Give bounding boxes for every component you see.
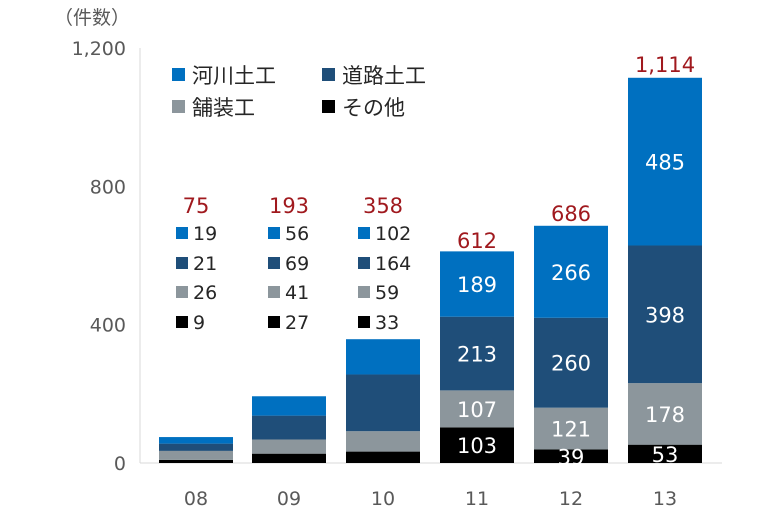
legend-swatch [172, 100, 185, 113]
total-labels: 75 193 358 612 686 1,114 [183, 53, 695, 253]
data-label: 103 [457, 434, 497, 458]
bar-segment-other [440, 427, 514, 463]
mini-key-swatch [268, 227, 280, 239]
x-tick-labels: 08 09 10 11 12 13 [184, 488, 677, 510]
mini-keys: 19 21 26 9 56 69 41 27 102 164 59 33 [176, 223, 411, 334]
mini-key-swatch [358, 227, 370, 239]
data-label: 266 [551, 261, 591, 285]
bar-segment-pavement [159, 450, 233, 460]
mini-key-swatch [268, 316, 280, 328]
data-label: 485 [645, 151, 685, 175]
mini-key-value: 27 [285, 312, 309, 334]
mini-key-swatch [176, 227, 188, 239]
mini-key-swatch [176, 316, 188, 328]
bar-segment-other [159, 459, 233, 463]
x-tick-label: 10 [371, 488, 395, 510]
mini-key-value: 33 [375, 312, 399, 334]
y-tick-label: 800 [90, 176, 126, 198]
mini-key-swatch [268, 286, 280, 298]
x-tick-label: 08 [184, 488, 208, 510]
data-label: 39 [558, 445, 585, 469]
mini-key-value: 56 [285, 223, 309, 245]
mini-key-value: 69 [285, 253, 309, 275]
legend-swatch [172, 68, 185, 81]
mini-key-value: 9 [193, 312, 205, 334]
bar-segment-road-earthwork [159, 443, 233, 451]
bar-segment-river-earthwork [534, 225, 608, 318]
mini-key-value: 164 [375, 253, 411, 275]
mini-key-value: 59 [375, 282, 399, 304]
legend-swatch [322, 100, 335, 113]
legend-swatch [322, 68, 335, 81]
y-tick-label: 1,200 [72, 38, 126, 60]
mini-key-value: 21 [193, 253, 217, 275]
x-tick-label: 12 [559, 488, 583, 510]
bar-segment-other [252, 453, 326, 463]
legend-label: 河川土工 [192, 64, 276, 88]
bar-segment-pavement [628, 383, 702, 445]
bar-segment-pavement [252, 439, 326, 454]
bar-segment-road-earthwork [628, 245, 702, 384]
bar-segment-other [534, 449, 608, 463]
x-tick-label: 13 [653, 488, 677, 510]
data-label: 107 [457, 398, 497, 422]
mini-key-swatch [358, 316, 370, 328]
data-label: 189 [457, 273, 497, 297]
y-tick-labels: 0 400 800 1,200 [72, 38, 126, 475]
x-tick-label: 09 [277, 488, 301, 510]
legend-label: その他 [342, 96, 405, 120]
bar-segment-road-earthwork [534, 317, 608, 408]
bar-segment-road-earthwork [346, 374, 420, 432]
mini-key-swatch [358, 257, 370, 269]
total-label: 1,114 [635, 53, 695, 77]
mini-key-value: 41 [285, 282, 309, 304]
mini-key-swatch [176, 257, 188, 269]
total-label: 358 [363, 194, 403, 218]
mini-key-swatch [358, 286, 370, 298]
bar-segment-river-earthwork [628, 77, 702, 246]
data-label: 398 [645, 303, 685, 327]
bars [159, 77, 702, 463]
legend-label: 舗装工 [192, 96, 255, 120]
bar-segment-other [346, 451, 420, 463]
data-label: 53 [652, 443, 679, 467]
total-label: 612 [457, 229, 497, 253]
mini-key-swatch [176, 286, 188, 298]
mini-key-value: 102 [375, 223, 411, 245]
bar-labels: 103 107 213 189 39 121 260 266 53 178 398 485 [457, 151, 685, 470]
bar-segment-road-earthwork [252, 415, 326, 440]
legend-label: 道路土工 [342, 64, 426, 88]
x-tick-label: 11 [465, 488, 489, 510]
y-tick-label: 0 [114, 453, 126, 475]
mini-key-value: 19 [193, 223, 217, 245]
unit-label: （件数） [54, 7, 130, 29]
bar-segment-pavement [534, 407, 608, 450]
y-tick-label: 400 [90, 315, 126, 337]
data-label: 121 [551, 418, 591, 442]
bar-segment-river-earthwork [252, 396, 326, 416]
bar-segment-river-earthwork [346, 339, 420, 375]
bar-segment-pavement [346, 431, 420, 452]
bar-segment-other [628, 444, 702, 463]
bar-segment-river-earthwork [440, 251, 514, 317]
data-label: 260 [551, 352, 591, 376]
bar-segment-pavement [440, 390, 514, 428]
total-label: 686 [551, 202, 591, 226]
mini-key-swatch [268, 257, 280, 269]
bar-segment-road-earthwork [440, 316, 514, 391]
mini-key-value: 26 [193, 282, 217, 304]
total-label: 75 [183, 194, 210, 218]
data-label: 213 [457, 343, 497, 367]
data-label: 178 [645, 403, 685, 427]
total-label: 193 [269, 194, 309, 218]
bar-segment-river-earthwork [159, 437, 233, 444]
